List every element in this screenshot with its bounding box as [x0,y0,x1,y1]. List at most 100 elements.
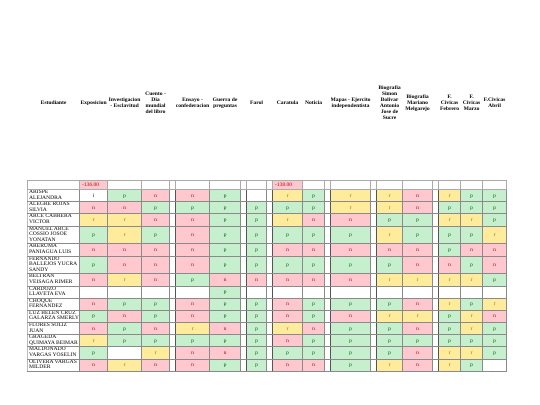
grade-cell[interactable]: n [272,297,303,311]
grade-cell[interactable]: p [107,297,142,311]
header-caratula[interactable]: Caratula [276,99,299,106]
grade-cell[interactable] [175,285,210,299]
grade-cell[interactable]: p [246,255,267,275]
grade-cell[interactable]: n [175,243,210,257]
grade-cell[interactable]: p [209,297,241,311]
grade-cell[interactable] [79,285,108,299]
grade-cell[interactable]: p [209,285,241,299]
cell[interactable] [27,180,80,190]
grade-cell[interactable] [107,285,142,299]
grade-cell[interactable]: p [302,255,325,275]
cell[interactable] [175,180,210,190]
grade-cell[interactable]: n [141,322,170,336]
header-exposicion[interactable]: Exposicion [80,99,107,106]
grade-cell[interactable] [482,285,507,299]
grade-cell[interactable]: p [175,201,210,215]
grade-cell[interactable]: n [175,225,210,245]
grade-cell[interactable]: n [402,201,433,215]
grade-cell[interactable]: n [272,273,303,287]
grade-cell[interactable]: p [438,201,461,215]
grade-cell[interactable]: p [438,243,461,257]
grade-cell[interactable]: r [402,273,433,287]
grade-cell[interactable]: r [438,297,461,311]
grade-cell[interactable]: n [402,255,433,275]
grade-cell[interactable]: r [376,309,403,324]
grade-cell[interactable]: p [438,225,461,245]
grade-cell[interactable]: p [330,358,371,372]
cell[interactable] [482,180,507,190]
grade-cell[interactable]: n [175,188,210,203]
grade-cell[interactable]: n [272,334,303,348]
grade-cell[interactable]: p [402,225,433,245]
grade-cell[interactable]: n [330,213,371,227]
grade-cell[interactable]: r [272,213,303,227]
cell[interactable] [209,180,241,190]
grade-cell[interactable]: r [376,358,403,372]
grade-cell[interactable]: p [482,334,507,348]
grade-cell[interactable]: p [141,309,170,324]
header-biografia-melgarejo[interactable]: Biografia Mariano Melgarejo [405,93,430,112]
grade-cell[interactable] [438,285,461,299]
total-exposicion[interactable]: -136.00 [79,180,108,190]
grade-cell[interactable]: p [246,225,267,245]
grade-cell[interactable]: i [79,188,108,203]
grade-cell[interactable]: n [402,243,433,257]
cell[interactable] [107,180,142,190]
cell[interactable] [246,180,267,190]
grade-cell[interactable]: r [272,188,303,203]
header-investigacion[interactable]: Investigacion - Esclavitud [108,96,141,109]
grade-cell[interactable]: n [175,309,210,324]
grade-cell[interactable]: n [79,243,108,257]
grade-cell[interactable] [376,285,403,299]
grade-cell[interactable]: p [209,201,241,215]
header-biografia-bolivar[interactable]: Biografia Simon Bolivar Antonio Jose de … [378,84,401,121]
grade-cell[interactable]: p [209,188,241,203]
grade-cell[interactable]: p [79,225,108,245]
grade-cell[interactable]: p [376,334,403,348]
grade-cell[interactable]: r [330,201,371,215]
grade-cell[interactable]: p [246,334,267,348]
grade-cell[interactable]: r [376,273,403,287]
grade-cell[interactable]: p [330,297,371,311]
grade-cell[interactable]: p [376,255,403,275]
header-cuento[interactable]: Cuento - Dia mundial del libro [145,90,166,115]
grade-cell[interactable]: r [376,201,403,215]
grade-cell[interactable]: n [79,322,108,336]
grade-cell[interactable]: p [209,309,241,324]
grade-cell[interactable]: n [209,346,241,360]
grade-cell[interactable]: n [438,255,461,275]
grade-cell[interactable]: p [438,322,461,336]
header-guerra[interactable]: Guerra de preguntas [212,96,238,109]
grade-cell[interactable]: p [79,309,108,324]
grade-cell[interactable]: n [141,243,170,257]
grade-cell[interactable]: r [460,346,483,360]
grade-cell[interactable]: n [272,358,303,372]
grade-cell[interactable]: r [482,225,507,245]
grade-cell[interactable]: p [302,346,325,360]
grade-cell[interactable]: r [107,225,142,245]
grade-cell[interactable] [460,285,483,299]
grade-cell[interactable]: r [175,322,210,336]
grade-cell[interactable]: p [302,188,325,203]
grade-cell[interactable]: r [438,273,461,287]
student-name[interactable]: OLIVERA VARGAS MILDER [27,358,80,372]
grade-cell[interactable]: p [302,225,325,245]
grade-cell[interactable]: r [330,188,371,203]
grade-cell[interactable]: p [272,346,303,360]
cell[interactable] [402,180,433,190]
grade-cell[interactable]: p [482,201,507,215]
grade-cell[interactable]: p [302,334,325,348]
grade-cell[interactable]: p [272,225,303,245]
grade-cell[interactable]: r [107,358,142,372]
grade-cell[interactable]: n [302,243,325,257]
grade-cell[interactable]: n [141,273,170,287]
grade-cell[interactable]: n [482,255,507,275]
header-noticia[interactable]: Noticia [304,99,323,106]
grade-cell[interactable]: p [246,322,267,336]
grade-cell[interactable]: p [209,334,241,348]
grade-cell[interactable]: p [460,255,483,275]
grade-cell[interactable]: p [376,322,403,336]
grade-cell[interactable]: p [246,201,267,215]
grade-cell[interactable]: n [482,243,507,257]
grade-cell[interactable]: n [175,297,210,311]
